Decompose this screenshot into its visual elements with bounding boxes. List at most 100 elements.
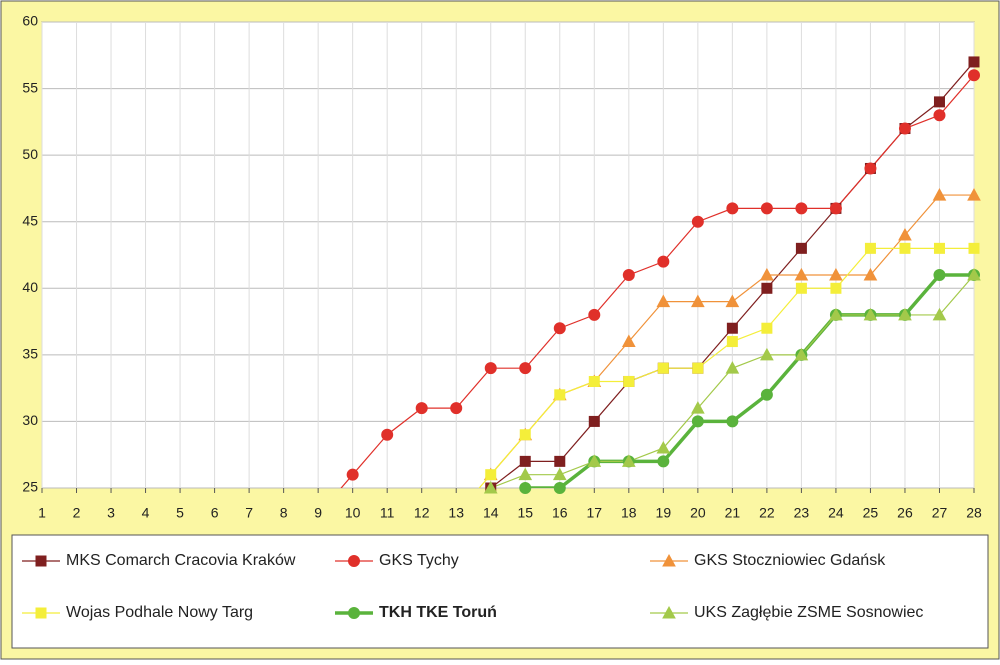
marker	[587, 454, 602, 467]
y-tick-label: 50	[22, 146, 38, 162]
marker	[519, 482, 532, 494]
marker	[933, 96, 945, 108]
marker	[899, 242, 911, 254]
legend-marker	[662, 605, 676, 619]
marker	[415, 402, 428, 415]
x-tick-label: 4	[142, 505, 150, 521]
marker	[450, 402, 463, 415]
marker	[657, 362, 669, 374]
marker	[726, 202, 739, 215]
marker	[519, 362, 532, 375]
marker	[794, 267, 809, 281]
x-tick-label: 20	[690, 505, 706, 521]
marker	[623, 375, 635, 387]
legend-label: UKS Zagłębie ZSME Sosnowiec	[694, 604, 923, 621]
x-tick-label: 10	[345, 505, 361, 521]
x-tick-label: 1	[38, 505, 46, 521]
series-line	[478, 247, 974, 488]
x-tick-label: 19	[656, 505, 672, 521]
y-tick-label: 40	[22, 279, 38, 295]
marker	[898, 122, 911, 135]
x-tick-label: 7	[245, 505, 253, 521]
marker	[588, 415, 600, 427]
legend	[11, 534, 989, 649]
marker	[554, 389, 566, 401]
marker	[346, 468, 359, 481]
x-tick-label: 5	[176, 505, 184, 521]
marker	[691, 294, 705, 308]
marker	[725, 294, 740, 308]
marker	[726, 336, 738, 348]
marker	[760, 347, 774, 361]
marker	[554, 455, 566, 467]
x-tick-label: 24	[828, 505, 844, 521]
marker	[691, 215, 704, 228]
marker	[933, 242, 945, 254]
marker	[725, 361, 740, 374]
marker	[933, 109, 946, 122]
marker	[864, 162, 877, 175]
y-tick-label: 25	[22, 479, 38, 495]
legend-marker	[662, 553, 676, 567]
marker	[932, 307, 947, 321]
marker	[483, 480, 498, 494]
legend-label: GKS Tychy	[379, 552, 459, 569]
marker	[829, 202, 842, 215]
x-tick-label: 11	[380, 505, 395, 521]
marker	[519, 455, 531, 467]
marker	[795, 282, 807, 294]
x-tick-label: 22	[759, 505, 775, 521]
legend-marker	[348, 607, 360, 619]
x-tick-label: 9	[314, 505, 322, 521]
marker	[381, 428, 394, 441]
marker	[485, 469, 497, 481]
x-tick-label: 3	[107, 505, 115, 521]
marker	[691, 401, 705, 414]
x-tick-label: 25	[863, 505, 879, 521]
legend-label: Wojas Podhale Nowy Targ	[66, 604, 253, 621]
marker	[552, 467, 567, 481]
marker	[968, 242, 980, 254]
x-tick-label: 27	[932, 505, 948, 521]
marker	[484, 362, 497, 375]
x-tick-label: 28	[966, 505, 982, 521]
marker	[932, 188, 947, 201]
marker	[760, 202, 773, 215]
marker	[657, 455, 670, 468]
y-tick-label: 60	[22, 13, 38, 29]
legend-label: MKS Comarch Cracovia Kraków	[66, 552, 296, 569]
marker	[795, 242, 807, 254]
x-tick-label: 17	[587, 505, 603, 521]
x-tick-label: 12	[414, 505, 430, 521]
marker	[967, 188, 981, 201]
marker	[864, 242, 876, 254]
marker	[657, 255, 670, 268]
y-tick-label: 35	[22, 346, 38, 362]
x-tick-label: 18	[621, 505, 637, 521]
x-tick-label: 21	[725, 505, 741, 521]
marker	[830, 282, 842, 294]
y-tick-label: 45	[22, 212, 38, 228]
x-tick-label: 14	[483, 505, 499, 521]
marker	[692, 362, 704, 374]
marker	[933, 268, 946, 281]
marker	[761, 322, 773, 334]
x-tick-label: 23	[794, 505, 810, 521]
legend-marker	[35, 555, 47, 567]
marker	[553, 482, 566, 494]
marker	[656, 441, 671, 454]
marker	[968, 69, 980, 82]
plot-area	[41, 21, 975, 489]
marker	[588, 375, 600, 387]
marker	[726, 322, 738, 334]
legend-marker	[348, 555, 360, 567]
marker	[518, 467, 533, 481]
marker	[761, 282, 773, 294]
series-line	[489, 274, 974, 488]
marker	[760, 267, 774, 281]
x-tick-label: 16	[552, 505, 568, 521]
marker	[588, 308, 601, 321]
marker	[795, 202, 808, 215]
marker	[829, 307, 843, 321]
